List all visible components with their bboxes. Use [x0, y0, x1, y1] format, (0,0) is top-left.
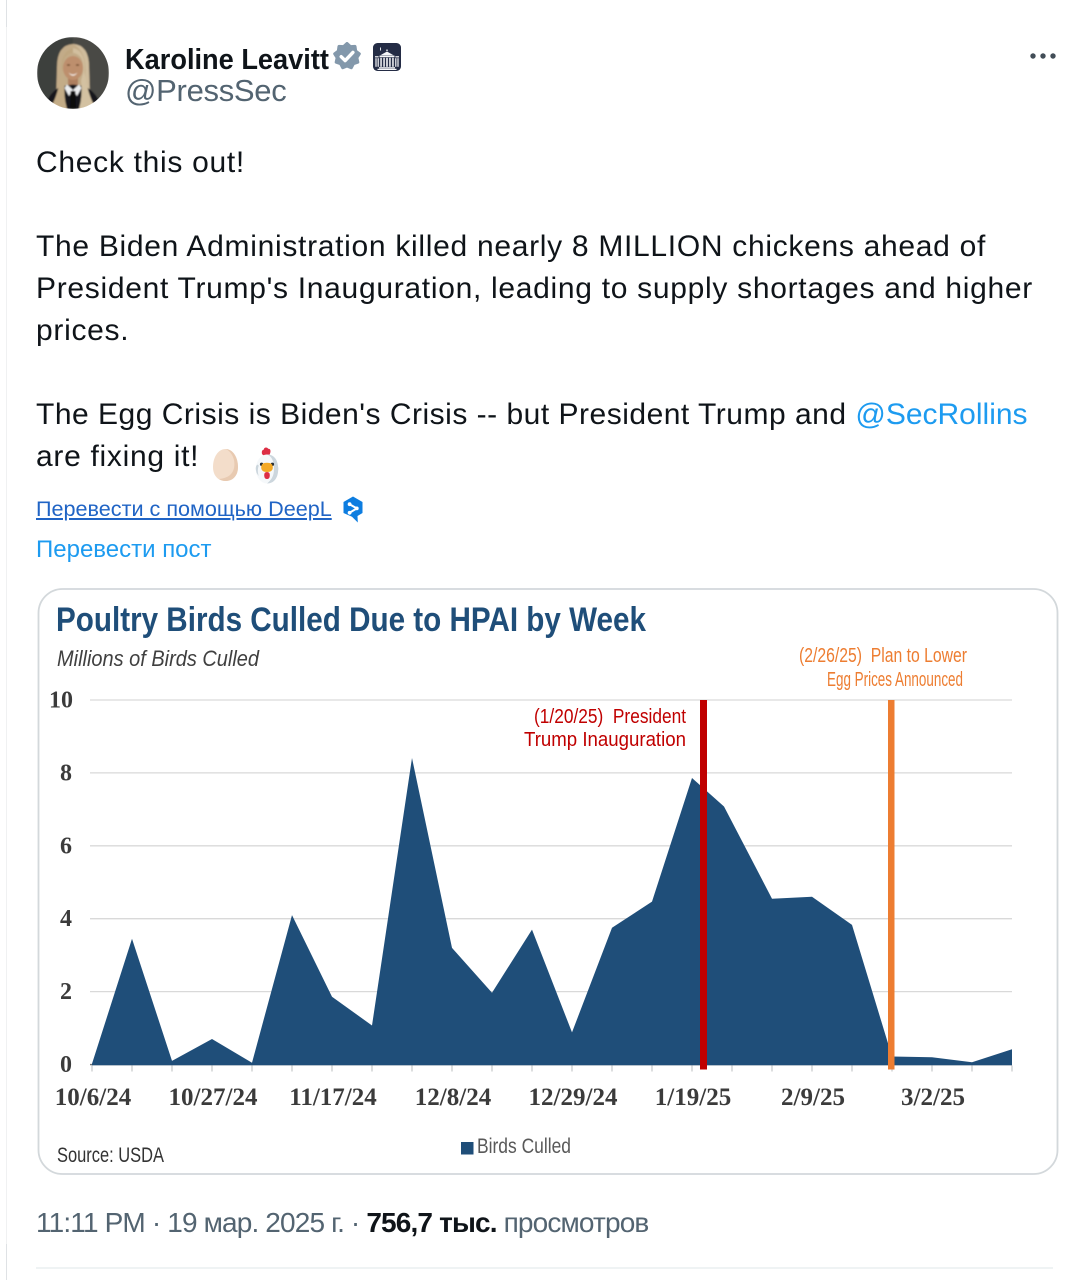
svg-text:Trump Inauguration: Trump Inauguration — [524, 729, 686, 751]
svg-text:(1/20/25) President: (1/20/25) President — [534, 706, 686, 728]
svg-text:0: 0 — [60, 1052, 72, 1078]
svg-text:10/27/24: 10/27/24 — [169, 1084, 258, 1111]
svg-text:12/8/24: 12/8/24 — [415, 1084, 492, 1111]
svg-text:Birds Culled: Birds Culled — [477, 1135, 571, 1158]
svg-text:10/6/24: 10/6/24 — [55, 1084, 132, 1111]
svg-text:2: 2 — [60, 979, 72, 1005]
svg-text:Poultry Birds Culled Due to HP: Poultry Birds Culled Due to HPAI by Week — [56, 601, 646, 639]
svg-text:1/19/25: 1/19/25 — [655, 1084, 731, 1111]
svg-text:3/2/25: 3/2/25 — [901, 1084, 965, 1111]
svg-text:Egg Prices Announced: Egg Prices Announced — [827, 669, 963, 691]
svg-text:6: 6 — [60, 833, 72, 859]
svg-text:4: 4 — [60, 906, 72, 932]
svg-text:Millions of Birds Culled: Millions of Birds Culled — [57, 646, 260, 671]
svg-text:8: 8 — [60, 760, 72, 786]
svg-text:12/29/24: 12/29/24 — [529, 1084, 618, 1111]
svg-text:Source: USDA: Source: USDA — [57, 1144, 164, 1167]
svg-text:10: 10 — [49, 688, 73, 714]
svg-text:2/9/25: 2/9/25 — [781, 1084, 845, 1111]
svg-text:(2/26/25) Plan to Lower: (2/26/25) Plan to Lower — [799, 645, 967, 667]
svg-text:11/17/24: 11/17/24 — [289, 1084, 377, 1111]
